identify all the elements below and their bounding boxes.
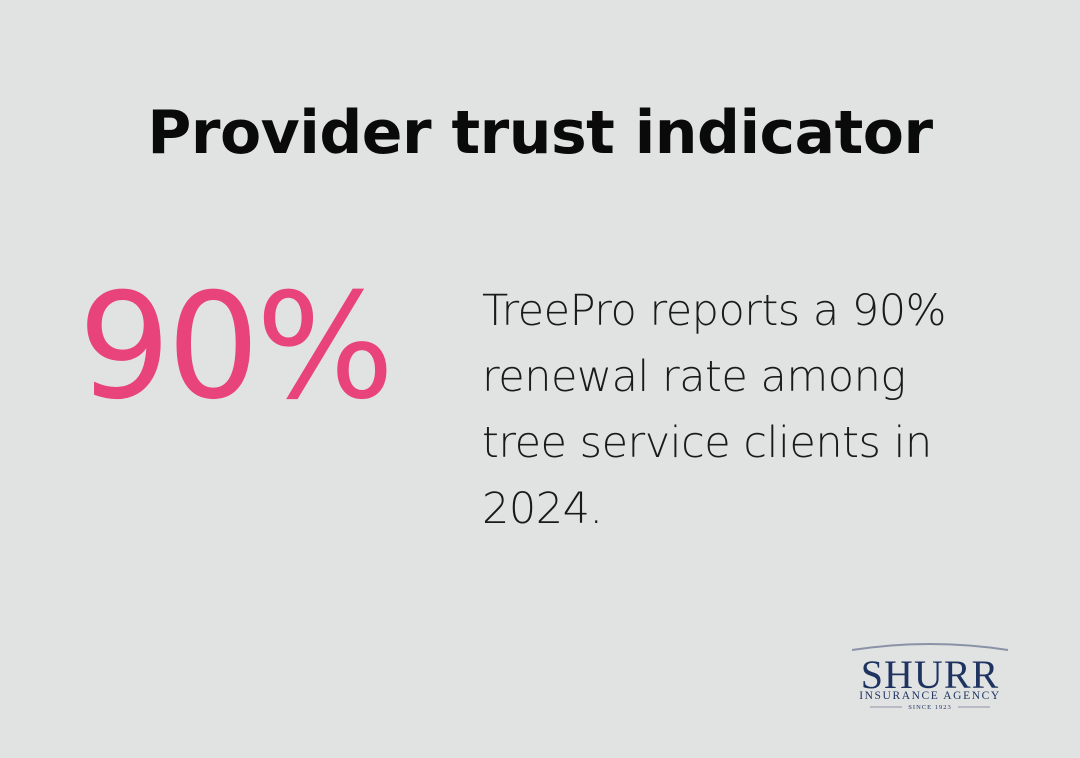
logo-tagline: INSURANCE AGENCY (859, 690, 1001, 702)
logo-since: SINCE 1923 (908, 704, 951, 711)
logo-name: SHURR (861, 652, 999, 697)
stat-description: TreePro reports a 90% renewal rate among… (482, 286, 946, 534)
logo: SHURR INSURANCE AGENCY SINCE 1923 (851, 643, 1009, 711)
stat-value: 90% (78, 262, 395, 432)
title: Provider trust indicator (147, 98, 933, 168)
logo-arc (851, 643, 1009, 651)
